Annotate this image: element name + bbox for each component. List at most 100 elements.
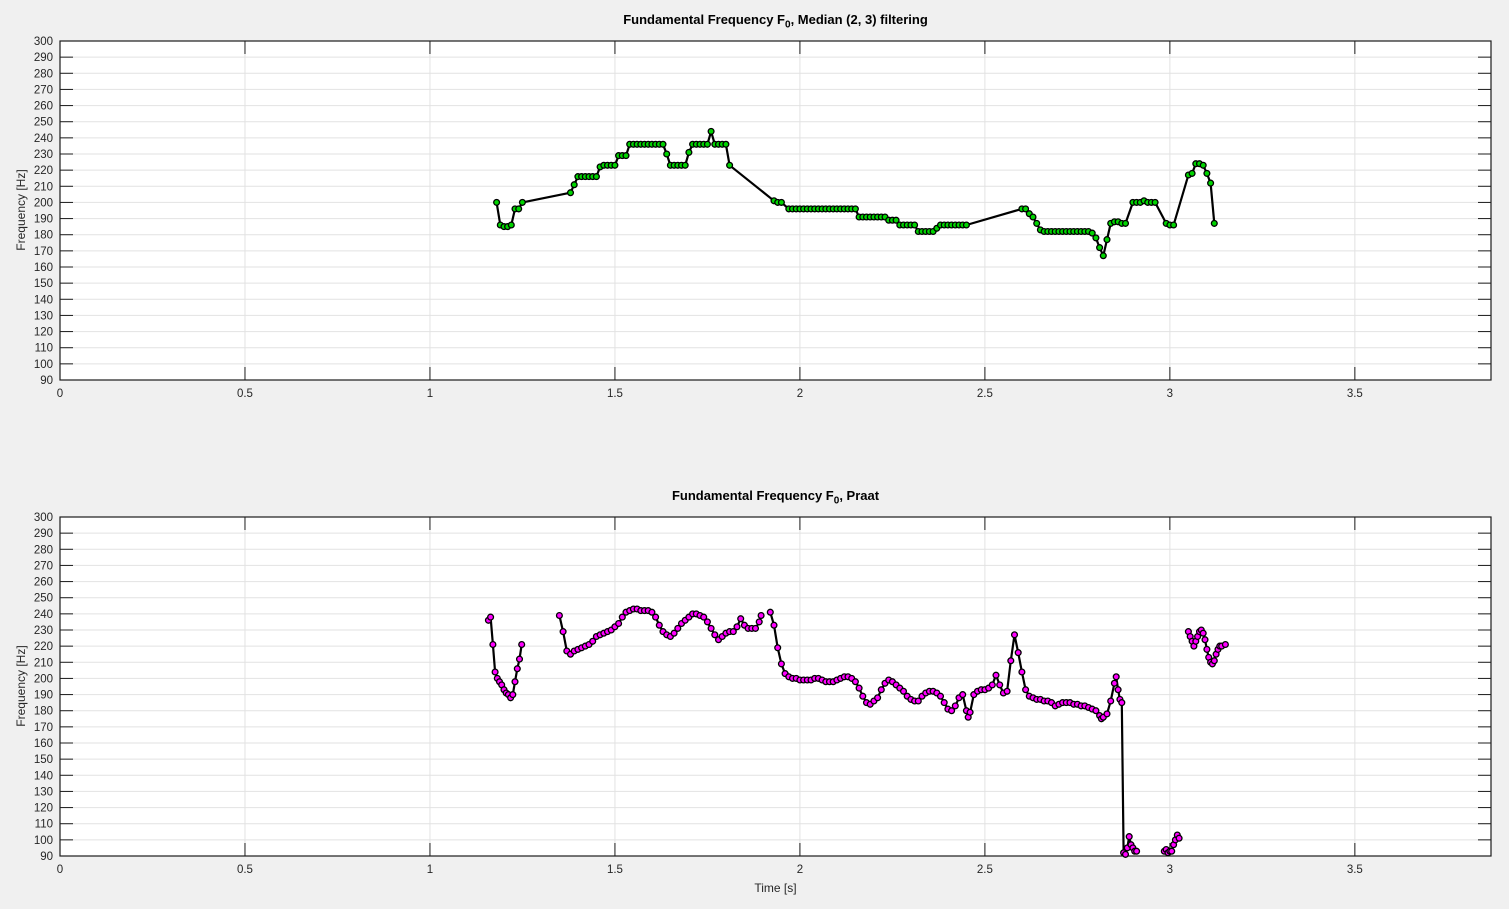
data-point-marker [611, 161, 619, 169]
x-tick-labels: 0 0.5 1 1.5 2 2.5 3 3.5 [57, 864, 1363, 876]
data-point-marker [757, 611, 765, 620]
data-point-marker [511, 678, 519, 686]
svg-text:100: 100 [34, 835, 53, 847]
data-point-marker [1033, 219, 1041, 227]
svg-text:240: 240 [34, 133, 53, 145]
data-point-marker [1203, 645, 1211, 653]
data-point-marker [493, 198, 501, 206]
data-point-marker [615, 619, 623, 628]
svg-text:2: 2 [797, 864, 803, 876]
svg-text:1: 1 [427, 388, 433, 400]
data-point-marker [777, 198, 785, 206]
data-point-marker [877, 686, 885, 694]
data-point-marker [936, 692, 945, 700]
data-point-marker [1112, 673, 1120, 681]
data-point-marker [670, 629, 678, 637]
svg-text:2.5: 2.5 [977, 864, 993, 876]
data-point-marker [996, 681, 1004, 689]
data-point-marker [766, 608, 774, 616]
data-point-marker [489, 640, 497, 649]
svg-text:250: 250 [34, 117, 53, 129]
svg-text:120: 120 [34, 327, 53, 339]
data-point-marker [1010, 631, 1019, 639]
data-point-marker [674, 624, 682, 632]
data-point-marker [655, 621, 663, 629]
plot2-title-suffix: , Praat [839, 488, 880, 503]
plot-area [60, 517, 1491, 856]
svg-text:220: 220 [34, 165, 53, 177]
svg-text:240: 240 [34, 609, 53, 621]
data-point-marker [518, 198, 526, 206]
data-point-marker [1207, 179, 1215, 187]
data-point-marker [966, 708, 974, 716]
data-point-marker [555, 611, 563, 620]
data-point-marker [733, 623, 741, 631]
plot2-title-prefix: Fundamental Frequency F [671, 488, 834, 503]
svg-text:290: 290 [34, 52, 53, 64]
svg-text:130: 130 [34, 310, 53, 322]
svg-text:270: 270 [34, 560, 53, 572]
data-point-marker [566, 189, 575, 197]
data-point-marker [1110, 679, 1118, 687]
data-point-marker [1121, 850, 1130, 858]
plot-praat: 9010011012013014015016017018019020021022… [34, 512, 1492, 876]
svg-text:230: 230 [34, 625, 53, 637]
svg-text:150: 150 [34, 754, 53, 766]
data-point-marker [1022, 686, 1030, 694]
svg-text:1.5: 1.5 [607, 864, 623, 876]
svg-text:200: 200 [34, 673, 53, 685]
svg-text:180: 180 [34, 706, 53, 718]
data-point-marker [711, 631, 719, 639]
svg-text:0.5: 0.5 [237, 388, 253, 400]
data-point-marker [685, 148, 693, 156]
svg-text:170: 170 [34, 246, 53, 258]
svg-text:90: 90 [40, 375, 53, 387]
data-point-marker [1118, 699, 1126, 707]
data-point-marker [491, 668, 499, 676]
data-point-marker [513, 665, 521, 673]
data-point-marker [962, 221, 970, 229]
data-point-marker [1099, 252, 1107, 260]
svg-text:250: 250 [34, 593, 53, 605]
data-point-marker [707, 624, 715, 632]
data-point-marker [648, 608, 656, 616]
data-point-marker [988, 681, 996, 689]
svg-text:150: 150 [34, 278, 53, 290]
svg-text:300: 300 [34, 512, 53, 524]
svg-text:130: 130 [34, 786, 53, 798]
data-point-marker [1107, 697, 1115, 705]
plot1-title-suffix: , Median (2, 3) filtering [790, 12, 928, 27]
plot1-title-subscript: 0 [785, 19, 791, 31]
data-point-marker [663, 150, 671, 158]
svg-text:160: 160 [34, 738, 53, 750]
data-point-marker [851, 205, 859, 213]
plot1-title-prefix: Fundamental Frequency F [623, 12, 785, 27]
svg-text:0: 0 [57, 388, 63, 400]
data-point-marker [722, 140, 730, 148]
svg-text:140: 140 [34, 770, 53, 782]
data-point-marker [589, 637, 597, 645]
data-point-marker [1022, 205, 1030, 213]
data-point-marker [1133, 847, 1141, 855]
data-point-marker [1221, 640, 1229, 649]
svg-text:220: 220 [34, 641, 53, 653]
axes-box [59, 516, 1492, 857]
svg-text:140: 140 [34, 294, 53, 306]
svg-text:280: 280 [34, 544, 53, 556]
data-point-marker [507, 221, 515, 229]
data-point-marker [737, 615, 745, 623]
data-point-marker [1092, 234, 1100, 242]
data-point-marker [1103, 236, 1111, 244]
svg-text:3.5: 3.5 [1347, 388, 1363, 400]
data-point-marker [1175, 834, 1183, 842]
svg-text:0.5: 0.5 [237, 864, 253, 876]
data-point-marker [700, 613, 708, 621]
data-point-marker [992, 671, 1000, 679]
data-point-marker [515, 205, 523, 213]
svg-text:190: 190 [34, 214, 53, 226]
data-point-marker [948, 707, 956, 715]
x-axis-label: Time [s] [754, 881, 797, 895]
data-point-marker [1199, 629, 1207, 637]
